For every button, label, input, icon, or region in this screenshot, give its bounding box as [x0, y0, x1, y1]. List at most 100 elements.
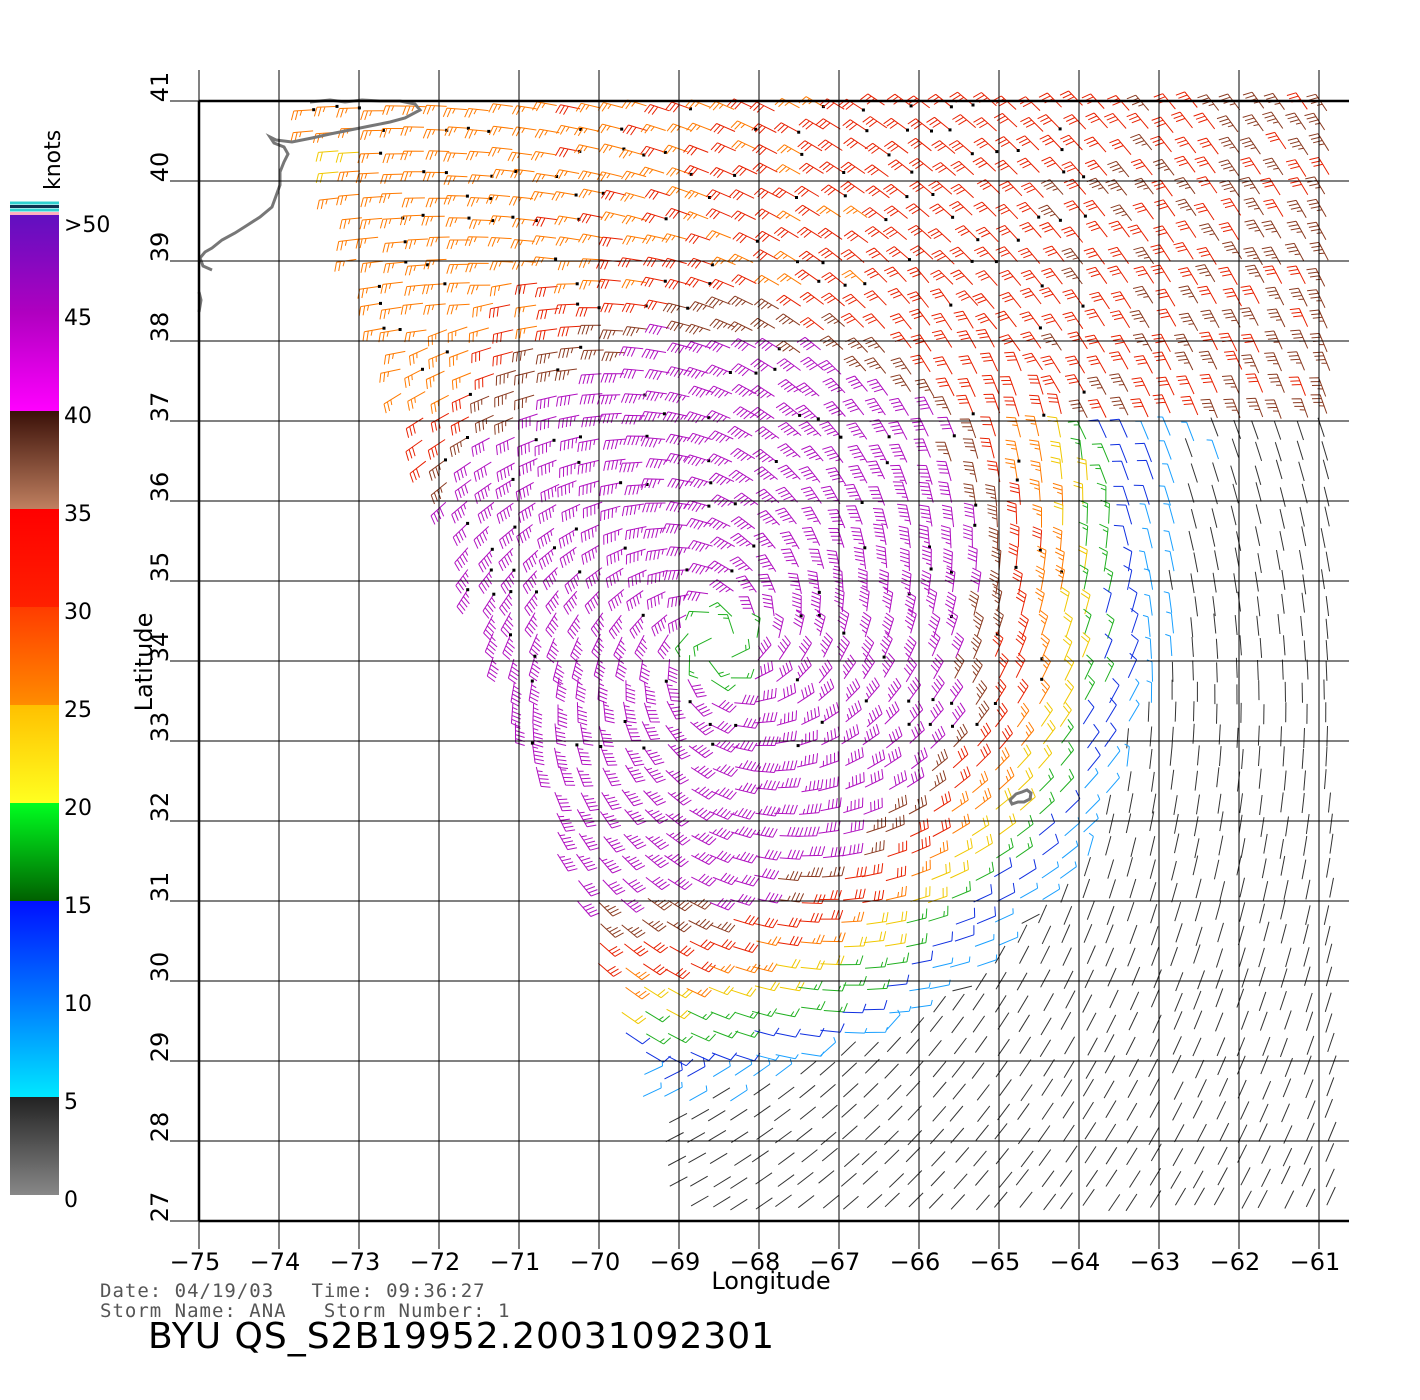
wind-barb — [537, 459, 557, 477]
wind-barb — [1261, 1168, 1271, 1188]
wind-barb — [1304, 112, 1326, 131]
wind-barb — [642, 502, 666, 513]
rain-flag-marker — [421, 213, 425, 217]
wind-barb — [538, 547, 555, 570]
wind-barb — [665, 681, 681, 702]
latitude-tick-label: 40 — [146, 152, 174, 183]
wind-barb — [774, 804, 798, 815]
wind-barb — [1082, 1101, 1094, 1120]
wind-barb — [534, 439, 555, 457]
rain-flag-marker — [489, 197, 493, 201]
wind-barb — [777, 464, 801, 480]
wind-barb — [580, 724, 594, 746]
wind-barb — [1239, 635, 1242, 656]
wind-barb — [842, 293, 866, 309]
wind-barb — [577, 170, 603, 181]
wind-barb — [911, 950, 934, 965]
wind-barb — [946, 610, 959, 636]
wind-barb — [819, 909, 844, 920]
wind-barb — [1321, 441, 1329, 461]
wind-barb — [845, 678, 861, 702]
wind-barb — [596, 278, 621, 289]
wind-barb — [450, 416, 470, 436]
wind-barb — [1193, 944, 1201, 964]
wind-barb — [948, 140, 973, 155]
wind-barb — [691, 873, 717, 887]
wind-barb — [1014, 652, 1026, 678]
wind-barb — [1019, 221, 1042, 238]
wind-barb — [1107, 859, 1115, 879]
wind-barb — [909, 181, 934, 195]
wind-barb — [1301, 1167, 1311, 1187]
wind-barb — [1309, 332, 1328, 353]
wind-barb — [1308, 133, 1330, 151]
wind-barb — [1128, 1058, 1139, 1077]
wind-barb — [1062, 635, 1073, 661]
wind-barb — [422, 104, 447, 115]
wind-barb — [536, 308, 559, 320]
y-axis-label: Latitude — [130, 613, 158, 712]
wind-barb — [890, 331, 912, 349]
wind-barb — [691, 786, 717, 800]
wind-barb — [360, 196, 384, 208]
wind-barb — [801, 526, 821, 546]
wind-barb — [705, 517, 731, 531]
wind-barb — [907, 1130, 923, 1146]
wind-barb — [975, 270, 998, 286]
wind-barb — [975, 226, 999, 243]
rain-flag-marker — [466, 588, 470, 592]
rain-flag-marker — [1016, 149, 1020, 152]
wind-barb — [488, 304, 511, 319]
wind-barb — [645, 548, 668, 561]
wind-barb — [796, 226, 822, 239]
wind-barb — [1133, 355, 1153, 374]
wind-barb — [1209, 526, 1216, 547]
rain-flag-marker — [513, 525, 517, 529]
wind-barb — [1242, 114, 1264, 132]
wind-barb — [862, 313, 886, 329]
wind-barb — [666, 546, 691, 557]
wind-barb — [495, 370, 516, 386]
colorbar-segment — [10, 803, 59, 901]
wind-barb — [1061, 719, 1074, 744]
wind-barb — [360, 260, 383, 273]
wind-barb — [1206, 439, 1219, 460]
wind-barb — [489, 260, 514, 271]
wind-barb — [426, 236, 450, 247]
wind-barb — [987, 504, 998, 528]
wind-barb — [1170, 946, 1178, 967]
rain-flag-marker — [426, 263, 430, 267]
wind-barb — [559, 765, 576, 786]
wind-barb — [1150, 135, 1172, 153]
wind-barb — [640, 276, 666, 288]
wind-barb — [1280, 792, 1284, 813]
rain-flag-marker — [535, 590, 538, 594]
longitude-tick-label: −64 — [1050, 1248, 1101, 1276]
wind-barb — [728, 469, 754, 483]
wind-barb — [1301, 483, 1308, 504]
wind-barb — [535, 766, 551, 788]
wind-barb — [1109, 396, 1129, 416]
wind-barb — [530, 151, 556, 161]
wind-barb — [1163, 530, 1174, 552]
wind-barb — [827, 509, 846, 529]
wind-barb — [1181, 421, 1195, 442]
wind-barb — [734, 1010, 760, 1019]
wind-barb — [875, 545, 888, 568]
wind-barb — [428, 459, 446, 481]
wind-barb — [514, 370, 535, 386]
wind-barb — [596, 171, 622, 181]
wind-barb — [1047, 416, 1061, 438]
wind-barb — [734, 694, 759, 705]
wind-barb — [597, 102, 623, 112]
wind-barb — [800, 486, 822, 504]
wind-barb — [709, 123, 736, 135]
wind-barb — [674, 633, 689, 658]
wind-barb — [542, 567, 558, 591]
wind-barb — [859, 611, 872, 638]
wind-barb — [556, 124, 581, 135]
wind-barb — [1061, 267, 1083, 285]
wind-barb — [446, 239, 470, 250]
wind-barb — [1258, 966, 1266, 987]
wind-barb — [1165, 633, 1173, 657]
